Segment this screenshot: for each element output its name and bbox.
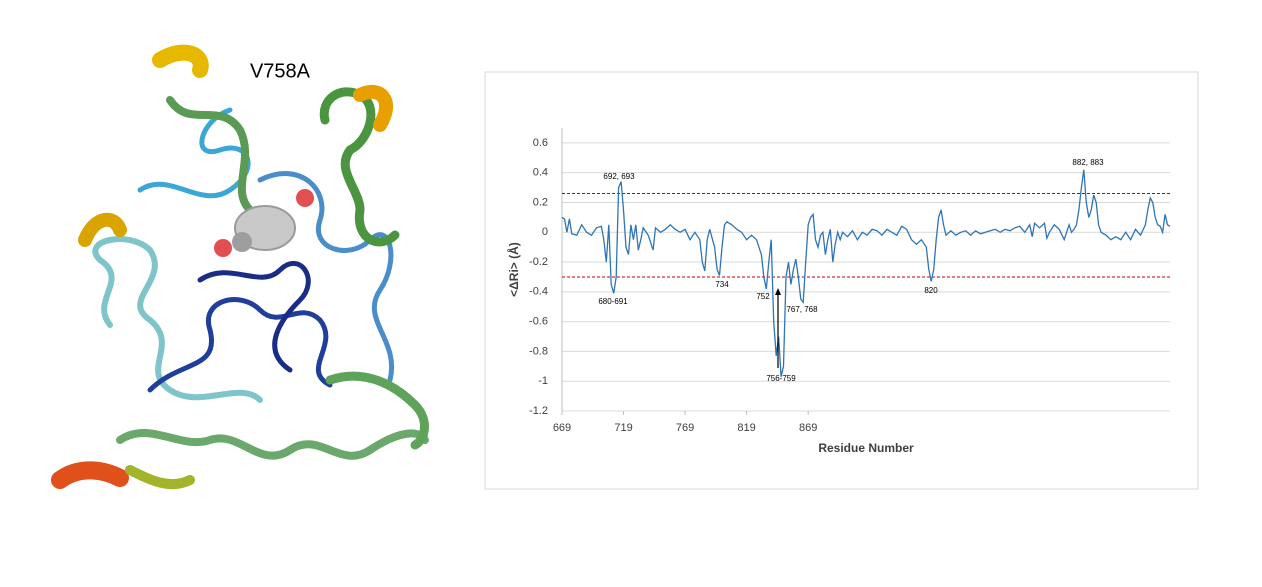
- y-tick-label: -0.4: [529, 286, 548, 298]
- peak-annotation: 680-691: [598, 297, 628, 306]
- y-tick-label: 0.6: [533, 137, 548, 149]
- y-axis-title: <ΔRi> (Å): [506, 242, 521, 297]
- peak-annotation: 767, 768: [786, 305, 818, 314]
- peak-annotation: 756-759: [766, 374, 796, 383]
- y-tick-label: -1: [538, 375, 548, 387]
- chart-frame: [484, 71, 1199, 490]
- protein-structure: [51, 44, 429, 490]
- x-tick-label: 719: [614, 422, 632, 434]
- peak-annotation: 692, 693: [603, 172, 635, 181]
- data-line: [561, 169, 1171, 377]
- y-tick-label: -0.2: [529, 256, 548, 268]
- x-axis-title: Residue Number: [818, 441, 914, 455]
- plot: -1.2 -1 -0.8 -0.6 -0.4 -0.2 0 0.2 0.4 0.6 669 719 76…: [506, 128, 1171, 455]
- peak-annotation: 882, 883: [1072, 158, 1104, 167]
- y-tick-label: -1.2: [529, 405, 548, 417]
- y-tick-label: -0.8: [529, 345, 548, 357]
- x-tick-label: 769: [676, 422, 694, 434]
- y-tick-label: -0.6: [529, 316, 548, 328]
- x-tick-label: 869: [799, 422, 817, 434]
- x-tick-label: 819: [737, 422, 755, 434]
- peak-annotation: 734: [715, 280, 729, 289]
- x-tick-label: 669: [553, 422, 571, 434]
- peak-annotation: 820: [924, 286, 938, 295]
- mutation-label: V758A: [250, 60, 311, 82]
- peak-annotation: 752: [756, 292, 770, 301]
- y-tick-label: 0: [542, 226, 548, 238]
- y-tick-label: 0.2: [533, 196, 548, 208]
- y-tick-label: 0.4: [533, 167, 548, 179]
- arrow-head: [775, 288, 781, 295]
